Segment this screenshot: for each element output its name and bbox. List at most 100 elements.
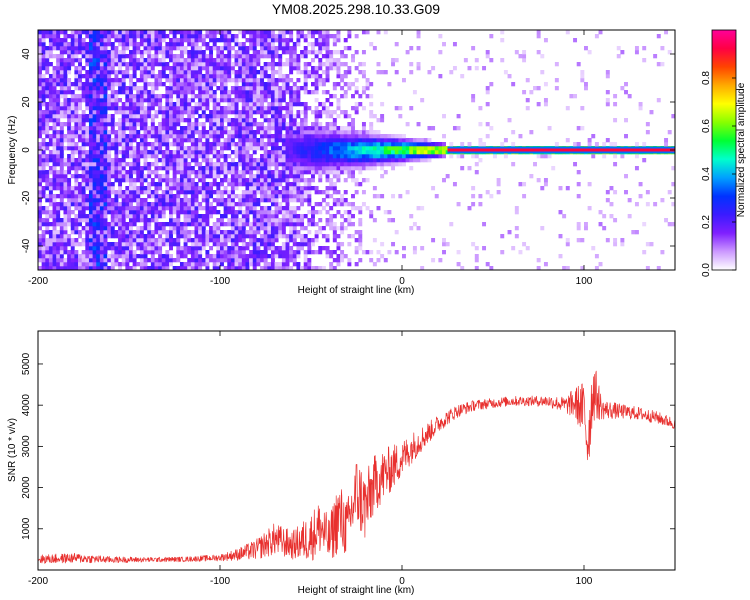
spectrogram-cell [260,166,264,171]
spectrogram-cell [161,138,166,143]
spectrogram-cell [78,230,82,235]
spectrogram-cell [372,162,377,167]
spectrogram-cell [172,102,177,107]
spectrogram-cell [118,182,123,187]
spectrogram-cell [372,138,377,143]
spectrogram-cell [489,266,494,271]
spectrogram-cell [307,170,312,175]
spectrogram-cell [136,86,141,91]
spectrogram-cell [85,130,90,135]
spectrogram-cell [59,58,64,63]
spectrogram-cell [354,146,359,151]
spectrogram-cell [398,142,403,147]
spectrogram-cell [227,154,232,159]
spectrogram-cell [347,234,352,239]
spectrogram-cell [121,82,126,87]
spectrogram-cell [41,42,46,47]
spectrogram-cell [296,110,301,115]
spectrogram-cell [289,186,294,191]
spectrogram-cell [147,110,152,115]
spectrogram-cell [263,174,268,179]
spectrogram-cell [70,30,75,35]
spectrogram-cell [314,126,319,131]
spectrogram-cell [230,122,235,127]
spectrogram-cell [409,214,414,219]
spectrogram-cell [260,122,264,127]
spectrogram-cell [139,114,144,119]
spectrogram-cell [143,90,148,95]
spectrogram-cell [38,34,42,39]
spectrogram-cell [274,122,279,127]
spectrogram-cell [103,38,108,43]
spectrogram-cell [92,254,97,259]
spectrogram-cell [99,90,104,95]
spectrogram-cell [41,218,46,223]
spectrogram-cell [347,170,352,175]
spectrogram-cell [387,154,392,159]
spectrogram-cell [252,178,257,183]
spectrogram-cell [307,70,312,75]
spectrogram-cell [278,110,283,115]
spectrogram-cell [74,122,79,127]
spectrogram-cell [296,70,301,75]
spectrogram-cell [311,70,315,75]
spectrogram-cell [205,206,210,211]
spectrogram-cell [260,222,264,227]
spectrogram-cell [249,94,254,99]
spectrogram-cell [300,234,305,239]
spectrogram-cell [99,198,104,203]
spectrogram-cell [129,182,133,187]
spectrogram-cell [67,154,72,159]
spectrogram-cell [114,218,119,223]
spectrogram-cell [281,230,286,235]
spectrogram-cell [205,230,210,235]
spectrogram-cell [245,138,250,143]
spectrogram-cell [74,218,79,223]
spectrogram-cell [252,194,257,199]
spectrogram-cell [493,154,497,159]
spectrogram-cell [125,134,130,139]
spectrogram-cell [125,170,130,175]
spectrogram-cell [267,238,272,243]
spectrogram-cell [365,146,370,151]
spectrogram-cell [92,138,97,143]
spectrogram-cell [150,62,155,67]
spectrogram-cell [307,146,312,151]
spectrogram-cell [110,102,115,107]
spectrogram-cell [48,86,53,91]
spectrogram-cell [158,238,163,243]
spectrogram-cell [88,106,93,111]
spectrogram-cell [88,266,93,271]
spectrogram-cell [354,50,359,55]
spectrogram-cell [59,190,64,195]
spectrogram-cell [201,74,206,79]
spectrogram-cell [227,46,232,51]
spectrogram-cell [125,174,130,179]
spectrogram-cell [347,162,352,167]
spectrogram-cell [88,178,93,183]
spectrogram-cell [347,210,352,215]
spectrogram-cell [249,70,254,75]
spectrogram-cell [303,178,308,183]
spectrogram-cell [361,158,366,163]
spectrogram-cell [558,210,563,215]
spectrogram-cell [125,202,130,207]
spectrogram-cell [67,118,72,123]
spectrogram-cell [74,30,79,35]
spectrogram-cell [85,166,90,171]
spectrogram-cell [190,214,195,219]
spectrogram-cell [249,42,254,47]
spectrogram-cell [361,134,366,139]
spectrogram-cell [234,54,239,59]
spectrogram-cell [289,226,294,231]
spectrogram-cell [169,102,173,107]
spectrogram-cell [216,162,221,167]
spectrogram-cell [343,70,348,75]
spectrogram-cell [158,174,163,179]
spectrogram-cell [169,186,173,191]
spectrogram-cell [336,158,341,163]
spectrogram-cell [41,234,46,239]
spectrogram-cell [209,58,214,63]
spectrogram-cell [267,142,272,147]
spectrogram-cell [201,146,206,151]
